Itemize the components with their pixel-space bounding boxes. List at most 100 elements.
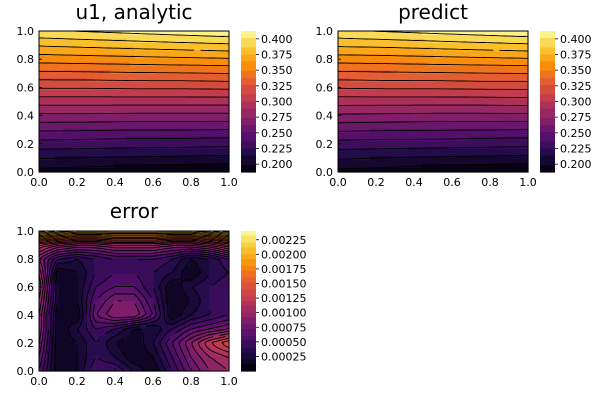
contour-cell (445, 66, 450, 71)
contour-cell (134, 98, 139, 103)
contour-cell (508, 66, 513, 71)
contour-cell (378, 156, 383, 161)
contour-cell (393, 55, 398, 60)
contour-cell (118, 43, 123, 48)
contour-cell (461, 105, 466, 110)
contour-cell (217, 152, 222, 157)
contour-cell (102, 82, 107, 87)
contour-cell (393, 74, 398, 79)
contour-cell (146, 149, 151, 154)
contour-cell (189, 105, 194, 110)
contour-cell (342, 70, 347, 75)
contour-cell (134, 332, 139, 336)
contour-cell (209, 35, 214, 40)
contour-cell (405, 82, 410, 87)
contour-cell (154, 324, 159, 328)
contour-cell (461, 94, 466, 99)
contour-cell (437, 117, 442, 122)
contour-cell (469, 82, 474, 87)
contour-cell (87, 278, 92, 282)
contour-cell (71, 152, 76, 157)
contour-cell (174, 149, 179, 154)
contour-cell (358, 58, 363, 63)
contour-cell (461, 133, 466, 138)
contour-cell (477, 86, 482, 91)
contour-cell (193, 70, 198, 75)
contour-cell (477, 156, 482, 161)
contour-cell (67, 117, 72, 122)
contour-cell (217, 98, 222, 103)
contour-cell (174, 145, 179, 150)
contour-cell (63, 51, 68, 56)
y-tick-label: 1.0 (17, 25, 35, 38)
contour-cell (158, 137, 163, 142)
contour-cell (342, 90, 347, 95)
contour-cell (437, 105, 442, 110)
contour-cell (87, 117, 92, 122)
contour-cell (213, 82, 218, 87)
contour-cell (197, 309, 202, 313)
contour-cell (162, 133, 167, 138)
contour-cell (512, 70, 517, 75)
contour-cell (193, 301, 198, 305)
contour-cell (118, 141, 123, 146)
contour-cell (346, 117, 351, 122)
contour-cell (59, 164, 64, 169)
contour-cell (134, 164, 139, 169)
contour-cell (205, 156, 210, 161)
contour-cell (213, 301, 218, 305)
contour-cell (425, 43, 430, 48)
contour-cell (122, 125, 127, 130)
contour-cell (43, 125, 48, 130)
contour-cell (94, 117, 99, 122)
contour-cell (166, 35, 171, 40)
contour-cell (63, 47, 68, 52)
contour-cell (508, 152, 513, 157)
contour-cell (138, 98, 143, 103)
contour-cell (429, 90, 434, 95)
contour-cell (71, 328, 76, 332)
contour-cell (98, 262, 103, 266)
contour-cell (342, 39, 347, 44)
contour-cell (75, 98, 80, 103)
contour-cell (338, 133, 343, 138)
contour-cell (59, 141, 64, 146)
contour-cell (201, 113, 206, 118)
contour-cell (71, 332, 76, 336)
contour-cell (221, 86, 226, 91)
contour-cell (520, 62, 525, 67)
contour-cell (209, 164, 214, 169)
contour-cell (425, 74, 430, 79)
contour-cell (178, 86, 183, 91)
contour-cell (504, 113, 509, 118)
contour-cell (138, 258, 143, 262)
y-tick-label: 1.0 (316, 25, 334, 38)
contour-cell (197, 62, 202, 67)
contour-cell (90, 117, 95, 122)
contour-cell (170, 305, 175, 309)
contour-cell (178, 141, 183, 146)
contour-cell (154, 86, 159, 91)
contour-cell (205, 78, 210, 83)
contour-cell (201, 293, 206, 297)
contour-cell (370, 51, 375, 56)
contour-cell (126, 164, 131, 169)
colorbar-swatch (241, 170, 256, 173)
contour-cell (170, 125, 175, 130)
contour-cell (67, 285, 72, 289)
contour-cell (130, 309, 135, 313)
contour-cell (110, 43, 115, 48)
contour-cell (433, 82, 438, 87)
contour-cell (481, 149, 486, 154)
contour-cell (122, 332, 127, 336)
contour-cell (134, 328, 139, 332)
contour-cell (170, 313, 175, 317)
contour-cell (500, 156, 505, 161)
contour-cell (185, 137, 190, 142)
contour-cell (193, 55, 198, 60)
contour-cell (122, 309, 127, 313)
contour-cell (174, 55, 179, 60)
contour-cell (43, 141, 48, 146)
contour-cell (39, 125, 44, 130)
